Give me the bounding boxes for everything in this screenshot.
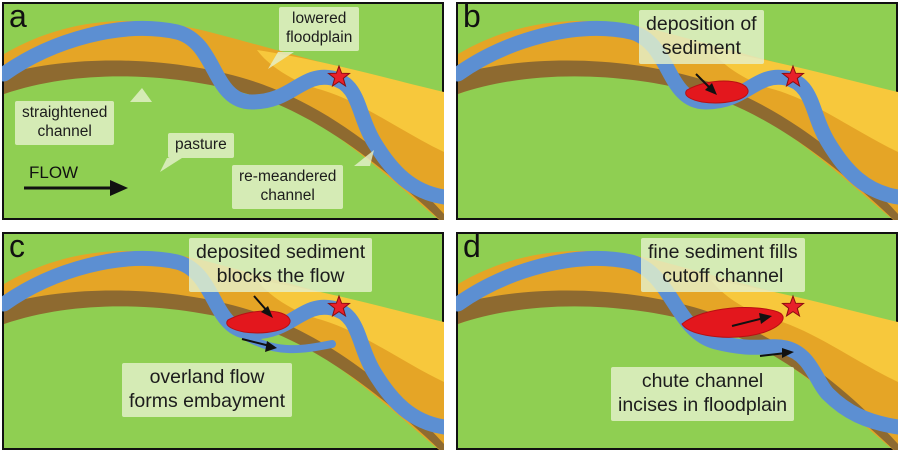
panel-d: d fine sediment fills cutoff channel chu… [456,228,898,450]
arrow-fills [731,317,765,327]
arrow-overland [241,338,271,347]
panel-a: a lowered floodplain straightened channe… [2,0,444,220]
label-re-meandered-channel: re-meandered channel [232,165,344,209]
panel-c: c deposited sediment blocks the flow ove… [2,228,444,450]
panel-letter-c: c [9,228,25,264]
arrow-deposition-head [705,83,717,95]
label-pasture: pasture [168,133,234,158]
flow-arrow-head [110,180,128,196]
panel-letter-b: b [463,0,481,34]
star-marker-a [327,64,351,88]
panel-a-diagram [2,2,444,220]
panel-letter-d: d [463,228,481,264]
label-overland-flow: overland flow forms embayment [122,363,293,417]
sediment-deposit-b [685,80,749,104]
arrow-overland-head [265,341,277,352]
star-marker-d [781,294,805,318]
label-straightened-channel: straightened channel [15,101,115,145]
star-marker-b [781,64,805,88]
panel-b-diagram [456,2,898,220]
arrow-blocks-head [261,306,273,318]
label-flow: FLOW [29,163,79,182]
label-lowered-floodplain: lowered floodplain [279,7,360,51]
arrow-chute [759,352,787,357]
star-marker-c [327,294,351,318]
label-blocks-flow: deposited sediment blocks the flow [189,238,373,292]
arrow-fills-head [759,313,772,324]
arrow-chute-head [782,348,794,358]
panel-letter-a: a [9,0,27,34]
sediment-deposit-d [681,307,784,338]
panel-b: b deposition of sediment [456,0,898,220]
label-deposition: deposition of sediment [639,10,764,64]
chute-channel [456,251,898,435]
label-fills-channel: fine sediment fills cutoff channel [641,238,805,292]
label-chute-channel: chute channel incises in floodplain [611,367,795,421]
